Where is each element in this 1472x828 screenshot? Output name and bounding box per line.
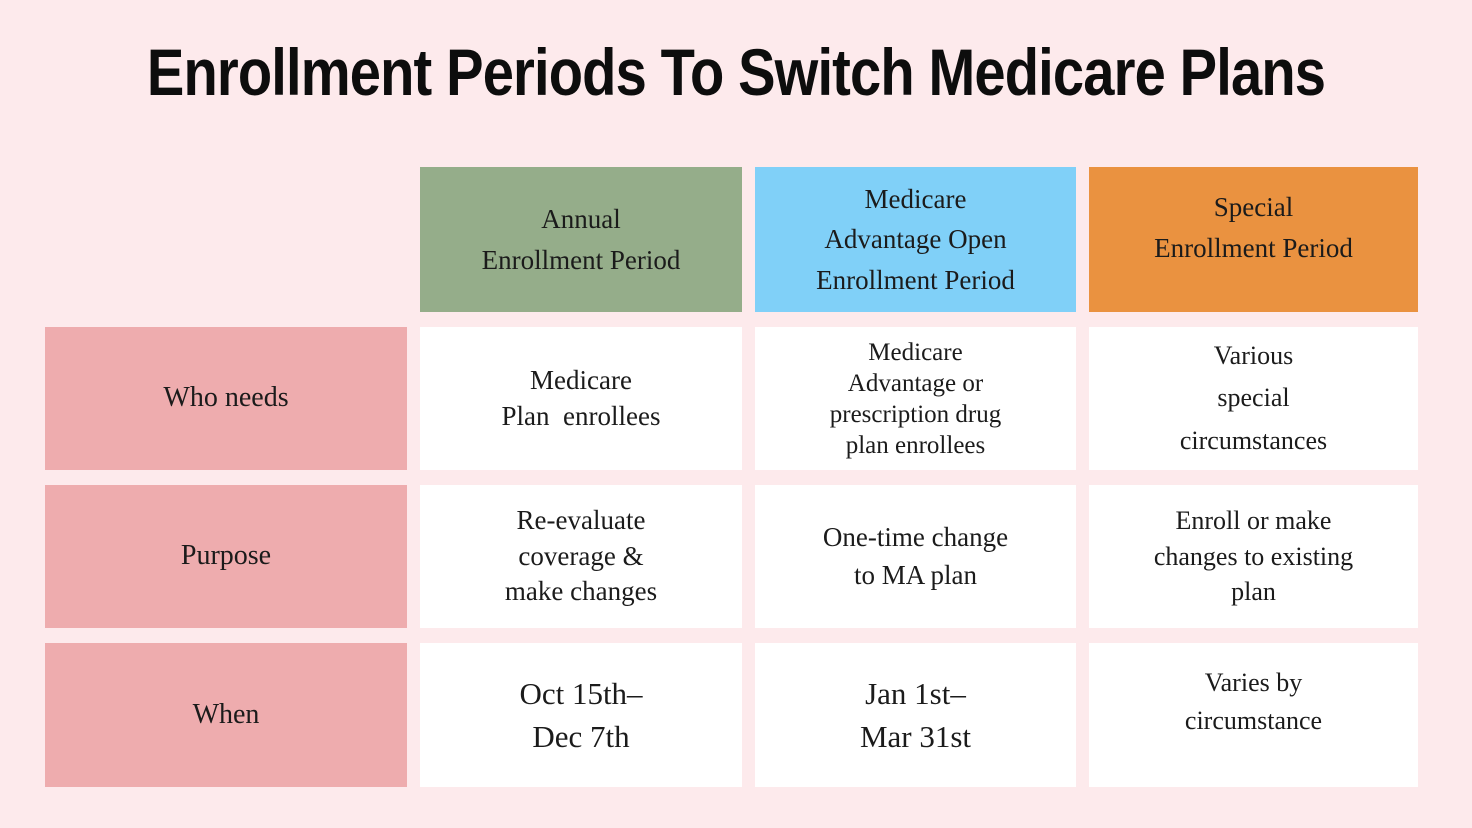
cell-purpose-annual: Re-evaluate coverage & make changes	[420, 485, 742, 628]
cell-purpose-ma-oep: One-time change to MA plan	[755, 485, 1076, 628]
column-header-special-enrollment-period: Special Enrollment Period	[1089, 167, 1418, 312]
row-label-when: When	[45, 643, 407, 787]
row-label-who-needs: Who needs	[45, 327, 407, 470]
table-corner-spacer	[45, 167, 407, 312]
cell-who-needs-annual: Medicare Plan enrollees	[420, 327, 742, 470]
cell-who-needs-ma-oep: Medicare Advantage or prescription drug …	[755, 327, 1076, 470]
enrollment-table: Annual Enrollment Period Medicare Advant…	[45, 167, 1418, 787]
cell-purpose-sep: Enroll or make changes to existing plan	[1089, 485, 1418, 628]
column-header-medicare-advantage-open-enrollment-period: Medicare Advantage Open Enrollment Perio…	[755, 167, 1076, 312]
row-label-purpose: Purpose	[45, 485, 407, 628]
cell-who-needs-sep: Various special circumstances	[1089, 327, 1418, 470]
page-title: Enrollment Periods To Switch Medicare Pl…	[146, 35, 1326, 109]
cell-when-sep: Varies by circumstance	[1089, 643, 1418, 787]
cell-when-annual: Oct 15th– Dec 7th	[420, 643, 742, 787]
column-header-annual-enrollment-period: Annual Enrollment Period	[420, 167, 742, 312]
cell-when-ma-oep: Jan 1st– Mar 31st	[755, 643, 1076, 787]
